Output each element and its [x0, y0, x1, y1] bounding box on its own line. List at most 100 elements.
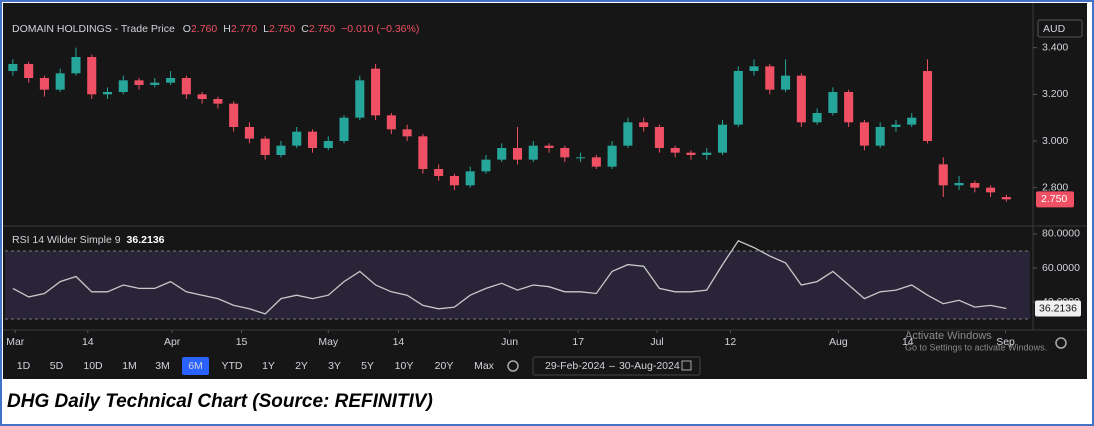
candle-body: [844, 92, 854, 123]
candle-body: [670, 148, 680, 153]
currency-label: AUD: [1043, 23, 1066, 35]
x-tick-label: Apr: [164, 336, 181, 348]
range-button-label[interactable]: 6M: [188, 360, 203, 372]
y-tick-label: 3.400: [1042, 41, 1068, 53]
candle-body: [733, 71, 743, 125]
candle-body: [749, 66, 759, 71]
range-button-label[interactable]: YTD: [222, 360, 243, 372]
x-tick-label: 14: [393, 336, 405, 348]
candle-body: [1001, 197, 1011, 200]
x-tick-label: 17: [572, 336, 584, 348]
date-range[interactable]: 29-Feb-2024–30-Aug-2024: [545, 360, 680, 372]
range-button-label[interactable]: 1Y: [262, 360, 275, 372]
settings-button[interactable]: [507, 360, 519, 372]
candle-body: [654, 127, 664, 148]
candle-body: [639, 122, 649, 127]
range-button-bg[interactable]: [182, 357, 209, 375]
range-button[interactable]: 2Y: [288, 357, 315, 375]
candle-body: [355, 80, 365, 118]
candle-body: [181, 78, 191, 95]
range-button[interactable]: 1M: [116, 357, 143, 375]
rsi-title: RSI 14 Wilder Simple 9: [12, 234, 121, 246]
candle-body: [907, 117, 917, 125]
candle-body: [8, 64, 18, 71]
date-range-box[interactable]: [532, 356, 701, 376]
x-tick-label: 14: [902, 336, 914, 348]
y-tick-label: 2.800: [1042, 181, 1068, 193]
candle-body: [102, 92, 113, 95]
candle-body: [229, 103, 239, 127]
candle-body: [339, 117, 349, 141]
range-button[interactable]: 1Y: [255, 357, 282, 375]
candle-body: [560, 148, 570, 158]
candle-body: [55, 73, 65, 90]
candle-body: [465, 171, 475, 186]
candle-body: [512, 148, 523, 160]
candle-body: [875, 127, 885, 146]
rsi-value-label: 36.2136: [1039, 302, 1077, 314]
watermark-title: Activate Windows: [905, 330, 992, 342]
range-button[interactable]: 5Y: [354, 357, 381, 375]
candle-body: [607, 145, 617, 167]
candle-body: [859, 122, 869, 146]
x-tick-label: May: [318, 336, 339, 348]
chart-title: DOMAIN HOLDINGS - Trade Price: [12, 23, 175, 35]
range-button[interactable]: YTD: [215, 357, 249, 375]
date-to[interactable]: 30-Aug-2024: [619, 360, 680, 372]
readout-value: 2.760: [191, 23, 217, 35]
range-button[interactable]: 3Y: [321, 357, 348, 375]
x-tick-label: Aug: [829, 336, 848, 348]
range-button-label[interactable]: 1M: [122, 360, 137, 372]
range-button[interactable]: 3M: [149, 357, 176, 375]
range-button-label[interactable]: 1D: [17, 360, 31, 372]
range-button[interactable]: 10D: [76, 357, 110, 375]
readout-change: −0.010 (−0.36%): [341, 23, 419, 35]
range-button[interactable]: 5D: [43, 357, 70, 375]
rsi-value: 36.2136: [127, 234, 165, 246]
candle-body: [717, 124, 728, 153]
candle-body: [828, 92, 838, 113]
range-button-label[interactable]: 5D: [50, 360, 64, 372]
candle-body: [260, 138, 270, 155]
range-button-label[interactable]: 5Y: [361, 360, 374, 372]
candle-body: [938, 164, 948, 186]
candle-body: [702, 152, 712, 155]
range-button-label[interactable]: 20Y: [435, 360, 454, 372]
range-button-label[interactable]: 2Y: [295, 360, 308, 372]
candle-body: [449, 176, 459, 186]
range-button[interactable]: 1D: [10, 357, 37, 375]
y-tick-label: 3.200: [1042, 88, 1068, 100]
settings-icon[interactable]: [1055, 337, 1067, 349]
candle-body: [796, 75, 806, 123]
range-button-label[interactable]: 10Y: [395, 360, 414, 372]
range-button[interactable]: 10Y: [387, 357, 421, 375]
range-button-label[interactable]: 3Y: [328, 360, 341, 372]
candle-body: [970, 183, 980, 188]
range-button[interactable]: 20Y: [427, 357, 461, 375]
range-button[interactable]: Max: [467, 357, 501, 375]
currency-box: [1037, 19, 1083, 38]
x-tick-label: 12: [725, 336, 737, 348]
date-from[interactable]: 29-Feb-2024: [545, 360, 605, 372]
x-tick-label: Sep: [996, 336, 1015, 348]
x-tick-label: 15: [236, 336, 248, 348]
y-tick-label: 3.000: [1042, 135, 1068, 147]
calendar-icon[interactable]: [681, 360, 692, 371]
candle-body: [954, 183, 964, 186]
candle-body: [686, 152, 696, 155]
y-tick-label: 80.0000: [1042, 228, 1080, 240]
candle-body: [39, 78, 49, 90]
rsi-header: RSI 14 Wilder Simple 9 36.2136: [12, 234, 165, 246]
range-button[interactable]: 6M: [182, 357, 209, 375]
x-tick-label: Jun: [501, 336, 518, 348]
candle-body: [292, 131, 302, 146]
range-button-label[interactable]: 10D: [83, 360, 103, 372]
readout-value: 2.750: [269, 23, 295, 35]
candle-body: [87, 57, 97, 95]
range-button-label[interactable]: Max: [474, 360, 495, 372]
candle-body: [986, 187, 996, 193]
last-price-tag: [1036, 191, 1074, 208]
range-button-label[interactable]: 3M: [155, 360, 170, 372]
caption: DHG Daily Technical Chart (Source: REFIN…: [7, 391, 433, 412]
candle-body: [891, 124, 901, 127]
